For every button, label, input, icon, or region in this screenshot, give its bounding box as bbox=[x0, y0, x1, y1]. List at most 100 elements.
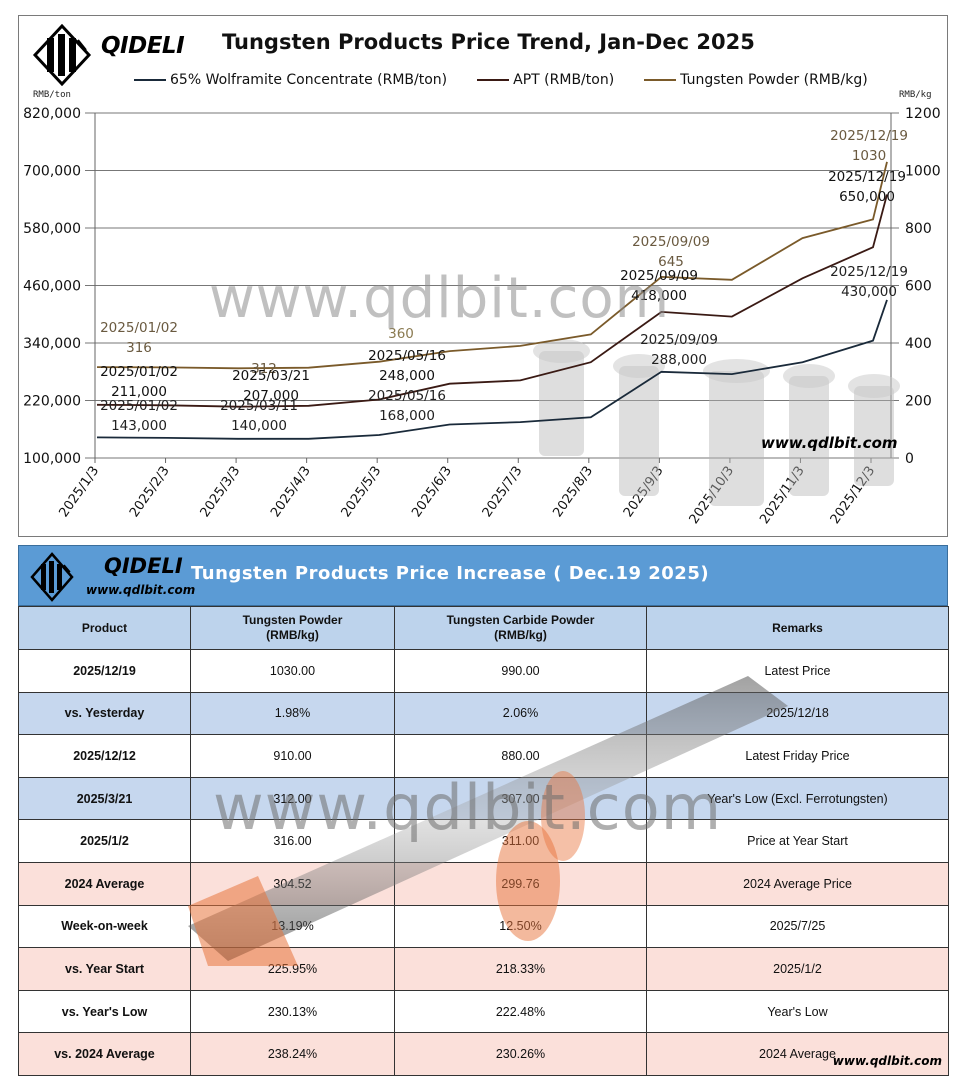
cell-tungsten-powder: 1.98% bbox=[190, 691, 395, 736]
price-increase-table-panel: QIDELI www.qdlbit.com Tungsten Products … bbox=[18, 545, 949, 1077]
svg-text:820,000: 820,000 bbox=[23, 106, 81, 122]
svg-text:2025/1/3: 2025/1/3 bbox=[56, 464, 102, 520]
cell-tungsten-powder: 1030.00 bbox=[190, 649, 395, 693]
svg-text:288,000: 288,000 bbox=[651, 352, 707, 368]
svg-text:316: 316 bbox=[126, 340, 152, 356]
svg-text:2025/01/02: 2025/01/02 bbox=[100, 398, 178, 414]
column-header-product: Product bbox=[18, 606, 191, 650]
legend-swatch bbox=[644, 79, 677, 81]
cell-carbide-powder: 307.00 bbox=[394, 776, 647, 821]
legend-label: APT (RMB/ton) bbox=[513, 72, 615, 88]
svg-text:580,000: 580,000 bbox=[23, 221, 81, 237]
svg-text:2025/6/3: 2025/6/3 bbox=[409, 464, 455, 520]
cell-remarks: 2025/1/2 bbox=[646, 947, 949, 991]
svg-text:211,000: 211,000 bbox=[111, 384, 167, 400]
qdl-logo-icon bbox=[30, 552, 74, 602]
cell-tungsten-powder: 316.00 bbox=[190, 819, 395, 863]
svg-text:700,000: 700,000 bbox=[23, 164, 81, 180]
svg-text:0: 0 bbox=[905, 451, 914, 467]
cell-product: Week-on-week bbox=[18, 904, 191, 949]
svg-text:1030: 1030 bbox=[852, 148, 886, 164]
svg-text:400: 400 bbox=[905, 336, 932, 352]
chart-legend: 65% Wolframite Concentrate (RMB/ton) APT… bbox=[134, 72, 868, 88]
table-row: 2025/12/12 910.00 880.00 Latest Friday Pric… bbox=[18, 734, 949, 778]
cell-product: 2024 Average bbox=[18, 861, 191, 906]
site-label: www.qdlbit.com bbox=[86, 583, 196, 597]
svg-text:340,000: 340,000 bbox=[23, 336, 81, 352]
cell-carbide-powder: 2.06% bbox=[394, 691, 647, 736]
brand-name: QIDELI bbox=[101, 33, 185, 59]
svg-text:2025/3/3: 2025/3/3 bbox=[198, 464, 244, 520]
cell-product: 2025/3/21 bbox=[18, 776, 191, 821]
svg-text:2025/12/19: 2025/12/19 bbox=[830, 264, 908, 280]
cell-remarks: Year's Low bbox=[646, 989, 949, 1034]
svg-text:418,000: 418,000 bbox=[631, 288, 687, 304]
chart-title: Tungsten Products Price Trend, Jan-Dec 2… bbox=[222, 30, 755, 54]
qdl-logo-icon bbox=[32, 24, 92, 86]
table-row: vs. 2024 Average 238.24% 230.26% 2024 Avera… bbox=[18, 1032, 949, 1076]
svg-text:207,000: 207,000 bbox=[243, 388, 299, 404]
cell-product: vs. Yesterday bbox=[18, 691, 191, 736]
svg-text:2025/09/09: 2025/09/09 bbox=[640, 332, 718, 348]
brand-name: QIDELI bbox=[104, 554, 183, 578]
svg-text:312: 312 bbox=[251, 361, 277, 377]
svg-text:1000: 1000 bbox=[905, 164, 941, 180]
legend-item-tungsten-powder: Tungsten Powder (RMB/kg) bbox=[644, 72, 868, 88]
svg-text:430,000: 430,000 bbox=[841, 284, 897, 300]
svg-text:200: 200 bbox=[905, 394, 932, 410]
cell-tungsten-powder: 304.52 bbox=[190, 861, 395, 906]
svg-text:2025/03/21: 2025/03/21 bbox=[232, 368, 310, 384]
column-header-carbide-powder: Tungsten Carbide Powder (RMB/kg) bbox=[394, 606, 647, 650]
cell-tungsten-powder: 230.13% bbox=[190, 989, 395, 1034]
svg-text:645: 645 bbox=[658, 254, 684, 270]
svg-text:2025/05/16: 2025/05/16 bbox=[368, 388, 446, 404]
legend-swatch bbox=[134, 79, 166, 81]
cell-product: 2025/1/2 bbox=[18, 819, 191, 863]
cell-product: 2025/12/12 bbox=[18, 734, 191, 778]
table-row: 2025/12/19 1030.00 990.00 Latest Price bbox=[18, 649, 949, 693]
svg-text:2025/09/09: 2025/09/09 bbox=[620, 268, 698, 284]
cell-tungsten-powder: 13.19% bbox=[190, 904, 395, 949]
cell-remarks: Latest Price bbox=[646, 649, 949, 693]
table-title: Tungsten Products Price Increase ( Dec.1… bbox=[191, 563, 710, 584]
cell-tungsten-powder: 910.00 bbox=[190, 734, 395, 778]
table-row: vs. Yesterday 1.98% 2.06% 2025/12/18 bbox=[18, 691, 949, 736]
table-row: 2025/1/2 316.00 311.00 Price at Year Start bbox=[18, 819, 949, 863]
svg-text:2025/01/02: 2025/01/02 bbox=[100, 320, 178, 336]
svg-text:2025/12/19: 2025/12/19 bbox=[830, 128, 908, 144]
svg-text:360: 360 bbox=[388, 326, 414, 342]
svg-text:143,000: 143,000 bbox=[111, 418, 167, 434]
cell-remarks: 2024 Average Price bbox=[646, 861, 949, 906]
column-header-tungsten-powder: Tungsten Powder (RMB/kg) bbox=[190, 606, 395, 650]
cell-carbide-powder: 230.26% bbox=[394, 1032, 647, 1076]
cell-carbide-powder: 880.00 bbox=[394, 734, 647, 778]
legend-item-wolframite: 65% Wolframite Concentrate (RMB/ton) bbox=[134, 72, 447, 88]
legend-item-apt: APT (RMB/ton) bbox=[477, 72, 614, 88]
cell-remarks: Year's Low (Excl. Ferrotungsten) bbox=[646, 776, 949, 821]
svg-text:2025/05/16: 2025/05/16 bbox=[368, 348, 446, 364]
cell-carbide-powder: 222.48% bbox=[394, 989, 647, 1034]
cell-product: vs. Year's Low bbox=[18, 989, 191, 1034]
svg-text:2025/09/09: 2025/09/09 bbox=[632, 234, 710, 250]
cell-carbide-powder: 299.76 bbox=[394, 861, 647, 906]
cell-product: vs. 2024 Average bbox=[18, 1032, 191, 1076]
svg-text:100,000: 100,000 bbox=[23, 451, 81, 467]
cell-carbide-powder: 12.50% bbox=[394, 904, 647, 949]
legend-label: Tungsten Powder (RMB/kg) bbox=[680, 72, 868, 88]
svg-text:2025/03/11: 2025/03/11 bbox=[220, 398, 298, 414]
legend-swatch bbox=[477, 79, 510, 81]
table-row: Week-on-week 13.19% 12.50% 2025/7/25 bbox=[18, 904, 949, 949]
left-axis-unit: RMB/ton bbox=[33, 90, 71, 100]
table-row: vs. Year Start 225.95% 218.33% 2025/1/2 bbox=[18, 947, 949, 991]
svg-text:650,000: 650,000 bbox=[839, 189, 895, 205]
svg-text:2025/01/02: 2025/01/02 bbox=[100, 364, 178, 380]
cell-remarks: 2025/7/25 bbox=[646, 904, 949, 949]
table-header-row: Product Tungsten Powder (RMB/kg) Tungsten… bbox=[18, 606, 949, 650]
svg-text:220,000: 220,000 bbox=[23, 394, 81, 410]
cell-remarks: Latest Friday Price bbox=[646, 734, 949, 778]
cell-product: vs. Year Start bbox=[18, 947, 191, 991]
table-header-banner: QIDELI www.qdlbit.com Tungsten Products … bbox=[18, 545, 948, 606]
svg-text:2025/5/3: 2025/5/3 bbox=[339, 464, 385, 520]
cell-product: 2025/12/19 bbox=[18, 649, 191, 693]
cell-tungsten-powder: 238.24% bbox=[190, 1032, 395, 1076]
